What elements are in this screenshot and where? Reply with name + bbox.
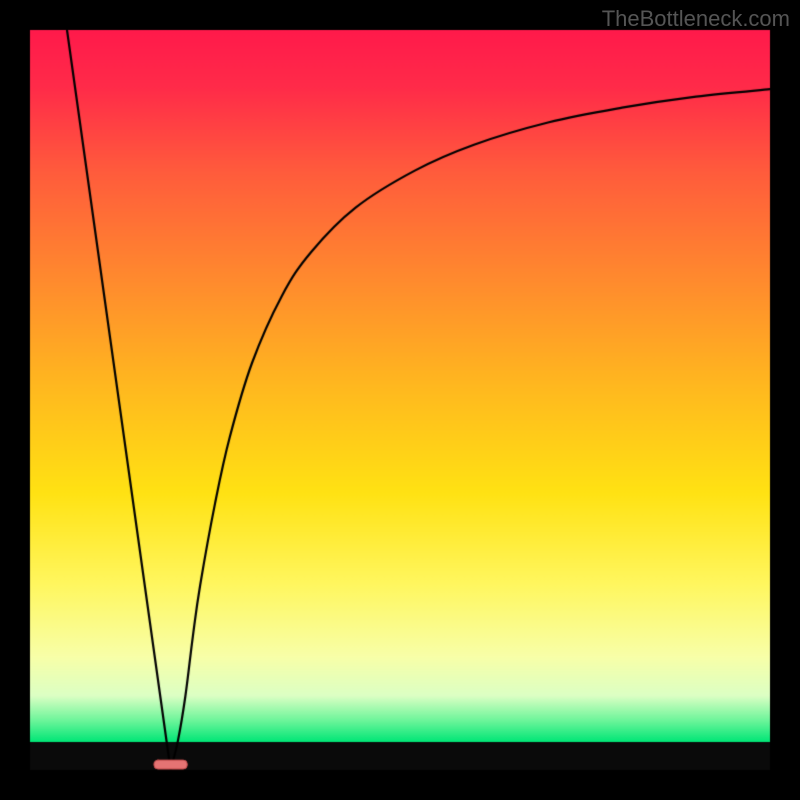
curve-layer [0,0,800,800]
bottleneck-chart: TheBottleneck.com [0,0,800,800]
watermark-text: TheBottleneck.com [602,6,790,32]
